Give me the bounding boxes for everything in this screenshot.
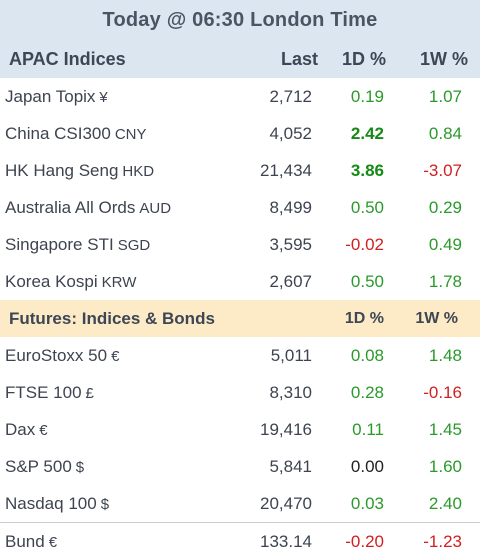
change-1d: 0.00 (350, 456, 384, 476)
table-row: Bund € 133.14 -0.20 -1.23 (0, 523, 480, 553)
last-value: 8,310 (269, 382, 312, 402)
index-name: EuroStoxx 50 (5, 345, 108, 365)
last-value: 4,052 (269, 123, 312, 143)
change-1w: 1.60 (428, 456, 462, 476)
title-bar: Today @ 06:30 London Time (0, 0, 480, 40)
last-value: 133.14 (260, 531, 312, 551)
index-name: HK Hang Seng (5, 160, 119, 180)
currency-label: $ (100, 495, 110, 513)
change-1w: 0.29 (428, 197, 462, 217)
last-value: 19,416 (260, 419, 312, 439)
last-value: 5,011 (270, 345, 312, 365)
table-row: Dax € 19,416 0.11 1.45 (0, 411, 480, 448)
index-name: Australia All Ords (5, 197, 136, 217)
last-value: 21,434 (260, 160, 312, 180)
futures-table-body: EuroStoxx 50 € 5,011 0.08 1.48 FTSE 100 £ … (0, 337, 480, 553)
currency-label: AUD (139, 199, 172, 217)
change-1d: 0.50 (350, 197, 384, 217)
currency-label: £ (85, 384, 94, 402)
index-name: S&P 500 (5, 456, 72, 476)
last-value: 2,712 (269, 86, 312, 106)
apac-table-body: Japan Topix ¥ 2,712 0.19 1.07 China CSI30… (0, 78, 480, 300)
change-1w: 1.78 (428, 271, 462, 291)
currency-label: HKD (122, 162, 155, 180)
column-header-last: Last (280, 48, 318, 69)
change-1d: 0.19 (350, 86, 384, 106)
index-name: Korea Kospi (5, 271, 98, 291)
change-1d: 2.42 (350, 123, 384, 143)
table-row: Japan Topix ¥ 2,712 0.19 1.07 (0, 78, 480, 115)
change-1w: -1.23 (423, 531, 462, 551)
futures-section-title: Futures: Indices & Bonds (9, 308, 215, 328)
change-1w: 0.84 (428, 123, 462, 143)
table-row: Australia All Ords AUD 8,499 0.50 0.29 (0, 189, 480, 226)
column-header-1w: 1W % (415, 309, 458, 327)
row-divider (0, 522, 480, 523)
change-1w: -3.07 (423, 160, 462, 180)
column-header-1d: 1D % (344, 309, 384, 327)
change-1d: -0.02 (345, 234, 384, 254)
change-1d: 3.86 (350, 160, 384, 180)
table-row: Singapore STI SGD 3,595 -0.02 0.49 (0, 226, 480, 263)
index-name: China CSI300 (5, 123, 111, 143)
change-1d: 0.28 (350, 382, 384, 402)
last-value: 2,607 (269, 271, 312, 291)
currency-label: € (48, 533, 58, 551)
index-name: Bund (5, 531, 45, 551)
change-1d: 0.50 (350, 271, 384, 291)
change-1d: -0.20 (345, 531, 384, 551)
table-row: EuroStoxx 50 € 5,011 0.08 1.48 (0, 337, 480, 374)
change-1d: 0.03 (350, 493, 384, 513)
currency-label: CNY (114, 125, 147, 143)
futures-header-row: Futures: Indices & Bonds 1D % 1W % (0, 300, 480, 337)
table-row: Nasdaq 100 $ 20,470 0.03 2.40 (0, 485, 480, 522)
currency-label: ¥ (99, 88, 108, 106)
table-row: HK Hang Seng HKD 21,434 3.86 -3.07 (0, 152, 480, 189)
column-header-1w: 1W % (419, 48, 468, 69)
currency-label: SGD (117, 236, 151, 254)
change-1w: 1.45 (428, 419, 462, 439)
change-1w: 0.49 (428, 234, 462, 254)
change-1d: 0.08 (350, 345, 384, 365)
change-1d: 0.11 (352, 419, 384, 439)
change-1w: 2.40 (428, 493, 462, 513)
currency-label: € (39, 421, 48, 439)
currency-label: KRW (101, 273, 137, 291)
column-header-1d: 1D % (341, 48, 386, 69)
index-name: FTSE 100 (5, 382, 82, 402)
index-name: Singapore STI (5, 234, 114, 254)
index-name: Japan Topix (5, 86, 96, 106)
last-value: 3,595 (269, 234, 312, 254)
table-row: S&P 500 $ 5,841 0.00 1.60 (0, 448, 480, 485)
currency-label: $ (75, 458, 85, 476)
index-name: Nasdaq 100 (5, 493, 97, 513)
change-1w: -0.16 (423, 382, 462, 402)
change-1w: 1.48 (428, 345, 462, 365)
table-row: Korea Kospi KRW 2,607 0.50 1.78 (0, 263, 480, 300)
table-row: China CSI300 CNY 4,052 2.42 0.84 (0, 115, 480, 152)
last-value: 8,499 (269, 197, 312, 217)
table-row: FTSE 100 £ 8,310 0.28 -0.16 (0, 374, 480, 411)
last-value: 5,841 (269, 456, 312, 476)
currency-label: € (111, 347, 120, 365)
last-value: 20,470 (260, 493, 312, 513)
page-title: Today @ 06:30 London Time (102, 8, 378, 31)
apac-section-title: APAC Indices (9, 48, 126, 69)
change-1w: 1.07 (428, 86, 462, 106)
apac-header-row: APAC Indices Last 1D % 1W % (0, 40, 480, 78)
index-name: Dax (5, 419, 36, 439)
